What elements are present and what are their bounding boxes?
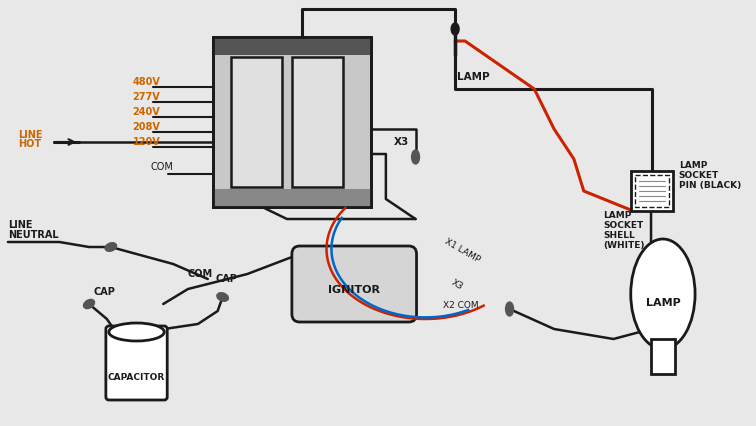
Ellipse shape [109, 323, 164, 341]
Ellipse shape [631, 239, 695, 349]
Ellipse shape [411, 151, 420, 164]
Text: SOCKET: SOCKET [603, 221, 644, 230]
Text: LAMP: LAMP [646, 297, 680, 307]
Text: LAMP: LAMP [457, 72, 490, 82]
Text: 277V: 277V [132, 92, 160, 102]
Text: HOT: HOT [18, 139, 41, 149]
FancyBboxPatch shape [631, 172, 673, 211]
Text: LAMP: LAMP [603, 210, 632, 219]
Text: CAP: CAP [94, 286, 116, 296]
Text: 120V: 120V [132, 137, 160, 147]
Text: LAMP: LAMP [679, 161, 707, 170]
FancyBboxPatch shape [212, 190, 371, 207]
Ellipse shape [217, 293, 228, 302]
Ellipse shape [105, 243, 116, 252]
FancyBboxPatch shape [212, 38, 371, 56]
Text: CAP: CAP [215, 273, 237, 283]
FancyBboxPatch shape [292, 58, 343, 187]
FancyBboxPatch shape [106, 326, 167, 400]
FancyBboxPatch shape [231, 58, 282, 187]
Text: CAPACITOR: CAPACITOR [108, 373, 165, 382]
Text: LINE: LINE [18, 130, 42, 140]
Text: SOCKET: SOCKET [679, 170, 719, 180]
Text: X2 COM: X2 COM [443, 300, 479, 309]
Text: 240V: 240V [132, 107, 160, 117]
FancyBboxPatch shape [292, 246, 417, 322]
FancyBboxPatch shape [651, 339, 675, 374]
Text: 208V: 208V [132, 122, 160, 132]
Text: COM: COM [188, 268, 213, 278]
Text: X3: X3 [450, 278, 465, 291]
Text: IGNITOR: IGNITOR [328, 284, 380, 294]
Text: PIN (BLACK): PIN (BLACK) [679, 181, 741, 190]
Text: NEUTRAL: NEUTRAL [8, 230, 58, 239]
Text: X1 LAMP: X1 LAMP [443, 236, 482, 263]
Ellipse shape [451, 24, 459, 36]
Text: COM: COM [150, 161, 173, 172]
Ellipse shape [84, 300, 94, 309]
Text: LINE: LINE [8, 219, 33, 230]
Text: SHELL: SHELL [603, 230, 635, 239]
FancyBboxPatch shape [212, 38, 371, 207]
Ellipse shape [506, 302, 513, 316]
Text: X3: X3 [394, 137, 409, 147]
Text: 480V: 480V [132, 77, 160, 87]
Text: (WHITE): (WHITE) [603, 240, 645, 249]
